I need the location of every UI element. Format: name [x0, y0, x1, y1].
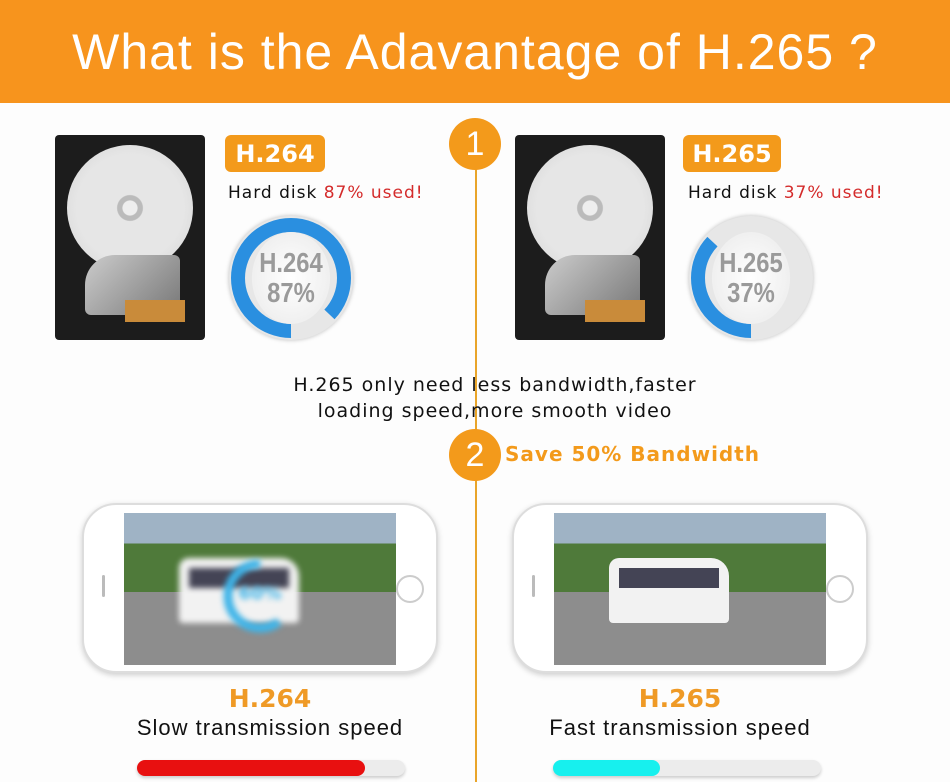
h264-usage-ring: H.264 87% — [229, 216, 353, 340]
h265-speed-bar — [553, 760, 821, 776]
phone-h264-video: 60% — [82, 503, 438, 673]
h264-caption: H.264 Slow transmission speed — [136, 684, 404, 740]
blurry-video-frame: 60% — [124, 513, 396, 665]
ring-label: H.264 — [259, 247, 323, 278]
h265-badge: H.265 — [683, 135, 781, 172]
h265-disk-usage-text: Hard disk 37% used! — [688, 183, 884, 203]
ring-percent: 37% — [727, 277, 775, 308]
home-button-icon — [826, 575, 854, 603]
h265-usage-ring: H.265 37% — [689, 216, 813, 340]
ring-arc — [231, 218, 351, 338]
step-1-badge: 1 — [449, 118, 501, 170]
page-title: What is the Adavantage of H.265 ? — [72, 23, 878, 80]
clear-video-frame — [554, 513, 826, 665]
phone-h265-video — [512, 503, 868, 673]
hard-disk-image-h264 — [55, 135, 205, 340]
ring-percent: 87% — [267, 277, 315, 308]
ring-arc — [691, 218, 811, 338]
step-2-badge: 2 — [449, 429, 501, 481]
home-button-icon — [396, 575, 424, 603]
save-bandwidth-text: Save 50% Bandwidth — [505, 442, 761, 466]
description-line-1: H.265 only need less bandwidth,faster — [293, 374, 697, 396]
h265-caption: H.265 Fast transmission speed — [549, 684, 811, 740]
description-line-2: loading speed,more smooth video — [317, 400, 673, 422]
h264-speed-bar — [137, 760, 405, 776]
header-banner: What is the Adavantage of H.265 ? — [0, 0, 950, 103]
h264-badge: H.264 — [225, 135, 325, 172]
h264-disk-usage-text: Hard disk 87% used! — [228, 183, 424, 203]
loading-spinner: 60% — [222, 558, 298, 634]
ring-label: H.265 — [719, 247, 783, 278]
ring-arc — [223, 559, 297, 633]
hard-disk-image-h265 — [515, 135, 665, 340]
